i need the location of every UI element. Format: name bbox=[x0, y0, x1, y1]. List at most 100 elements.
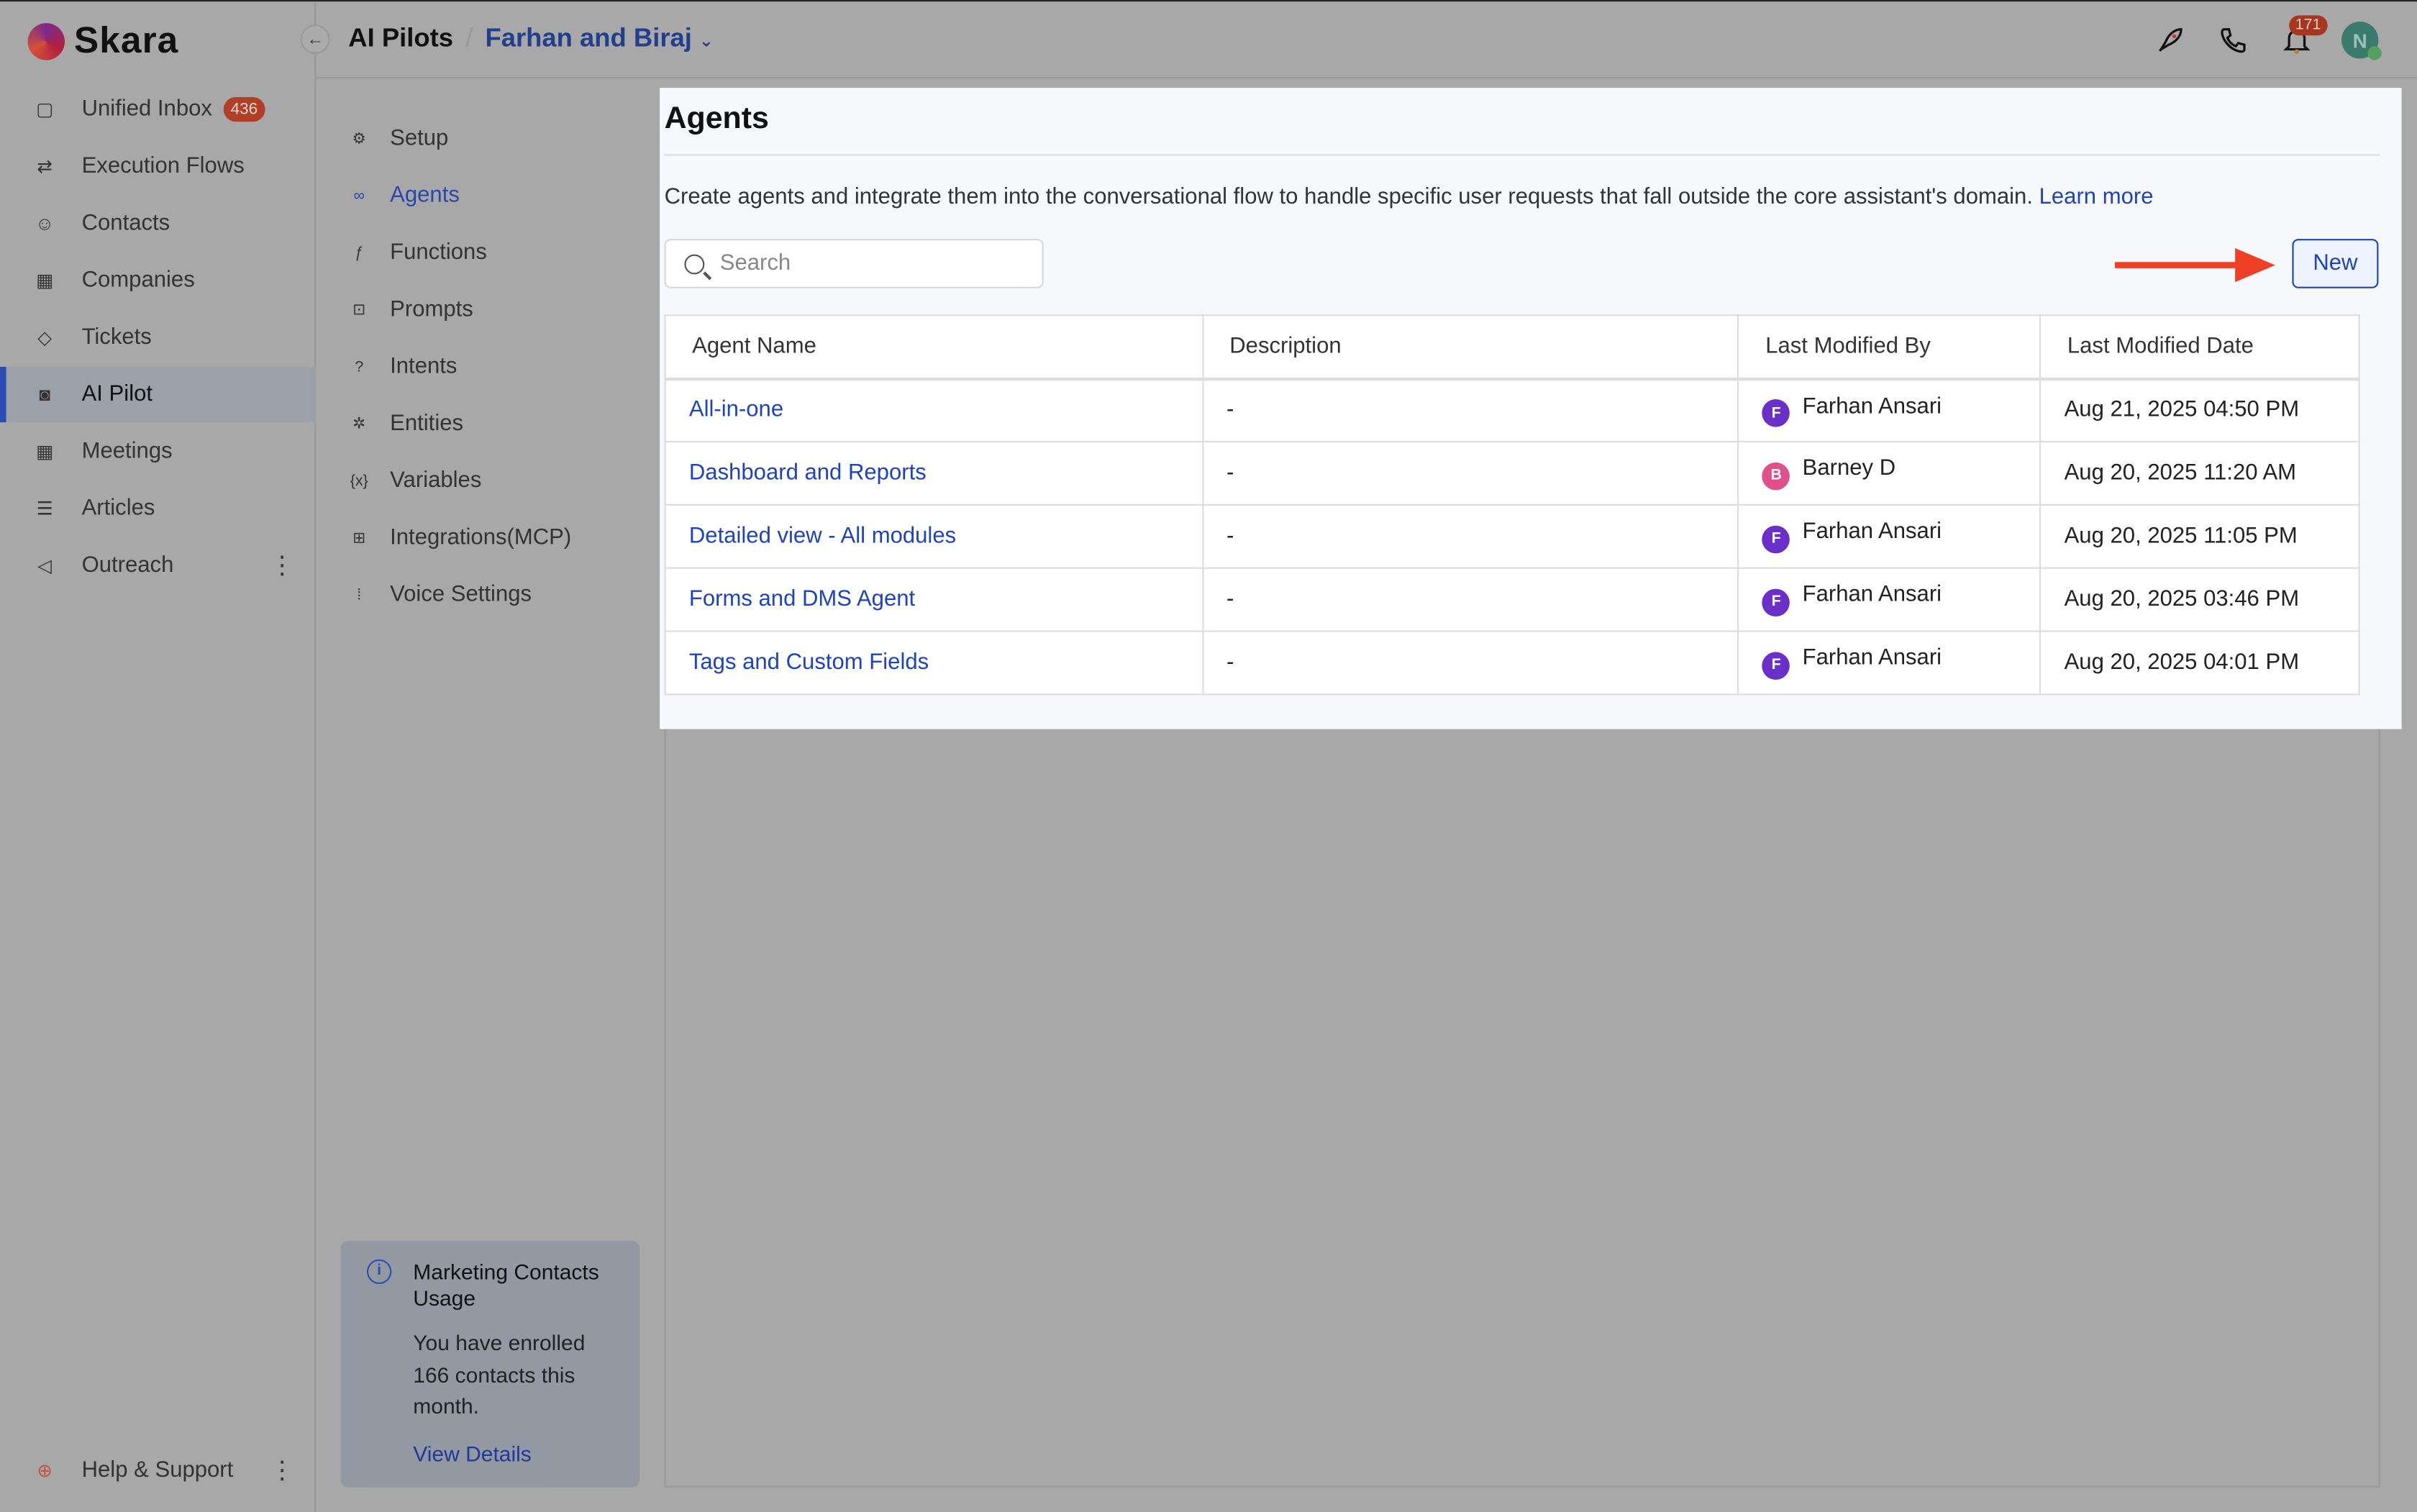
avatar: F bbox=[1762, 399, 1790, 427]
page-title: Agents bbox=[664, 101, 769, 136]
bot-icon: ◙ bbox=[39, 383, 50, 406]
subnav-item-entities[interactable]: ✲ Entities bbox=[347, 401, 463, 447]
modified-date-cell: Aug 20, 2025 11:20 AM bbox=[2039, 440, 2360, 506]
sidebar-item-unified-inbox[interactable]: ▢ Unified Inbox 436 bbox=[0, 82, 316, 137]
subnav-item-intents[interactable]: ? Intents bbox=[347, 344, 457, 390]
pilot-selector[interactable]: Farhan and Biraj ⌄ bbox=[485, 23, 714, 53]
chevron-down-icon: ⌄ bbox=[699, 32, 714, 51]
logo[interactable]: Skara bbox=[27, 20, 179, 63]
modified-by-cell: F Farhan Ansari bbox=[1737, 504, 2042, 569]
column-header[interactable]: Description bbox=[1201, 314, 1739, 381]
sidebar-item-contacts[interactable]: ☺ Contacts bbox=[0, 196, 316, 251]
marketing-usage-card: i Marketing Contacts Usage You have enro… bbox=[340, 1241, 640, 1488]
table-row[interactable]: Tags and Custom Fields - F Farhan Ansari … bbox=[664, 630, 2360, 696]
subnav-item-variables[interactable]: {x} Variables bbox=[347, 457, 482, 504]
search-input[interactable]: Search bbox=[664, 239, 1044, 288]
column-header[interactable]: Last Modified By bbox=[1737, 314, 2042, 381]
terminal-icon: ⊡ bbox=[352, 301, 366, 319]
view-details-link[interactable]: View Details bbox=[413, 1440, 532, 1465]
user-avatar[interactable]: N bbox=[2341, 22, 2382, 60]
breadcrumb-root[interactable]: AI Pilots bbox=[348, 23, 454, 53]
table-row[interactable]: All-in-one - F Farhan Ansari Aug 21, 2025… bbox=[664, 377, 2360, 442]
column-header[interactable]: Last Modified Date bbox=[2039, 314, 2360, 381]
agent-name-link[interactable]: All-in-one bbox=[688, 398, 784, 423]
agents-panel: Agents Create agents and integrate them … bbox=[660, 88, 2402, 729]
annotation-arrow bbox=[2115, 248, 2275, 283]
flows-icon: ⇄ bbox=[37, 155, 53, 178]
subnav-item-setup[interactable]: ⚙ Setup bbox=[347, 116, 449, 162]
subnav-item-agents[interactable]: ∞ Agents bbox=[347, 173, 460, 219]
sidebar-item-companies[interactable]: ▦ Companies bbox=[0, 252, 316, 308]
table-row[interactable]: Dashboard and Reports - B Barney D Aug 20… bbox=[664, 440, 2360, 506]
variable-icon: {x} bbox=[350, 472, 368, 490]
agent-icon: ∞ bbox=[353, 187, 365, 204]
rocket-icon[interactable] bbox=[2155, 24, 2186, 55]
collapse-sidebar-button[interactable]: ← bbox=[300, 24, 330, 54]
more-icon[interactable]: ⋮ bbox=[270, 553, 295, 580]
article-icon: ☰ bbox=[36, 498, 53, 520]
notification-badge: 171 bbox=[2289, 15, 2328, 36]
phone-icon[interactable] bbox=[2218, 24, 2249, 55]
agent-name-link[interactable]: Detailed view - All modules bbox=[688, 524, 957, 549]
breadcrumb: AI Pilots / Farhan and Biraj ⌄ bbox=[348, 23, 714, 54]
integrations-icon: ⊞ bbox=[352, 529, 366, 547]
description-cell: - bbox=[1201, 440, 1739, 506]
subnav-item-voice-settings[interactable]: ⁞ Voice Settings bbox=[347, 572, 532, 618]
modified-date-cell: Aug 20, 2025 03:46 PM bbox=[2039, 567, 2360, 632]
calendar-icon: ▦ bbox=[35, 440, 54, 463]
atom-icon: ✲ bbox=[352, 415, 366, 433]
subnav-item-integrations-mcp-[interactable]: ⊞ Integrations(MCP) bbox=[347, 515, 571, 561]
agent-name-link[interactable]: Forms and DMS Agent bbox=[688, 587, 916, 612]
agent-name-link[interactable]: Dashboard and Reports bbox=[688, 460, 927, 486]
megaphone-icon: ◁ bbox=[37, 555, 53, 577]
content-area bbox=[664, 729, 2380, 1488]
user-icon: ☺ bbox=[35, 212, 55, 234]
modified-date-cell: Aug 20, 2025 11:05 PM bbox=[2039, 504, 2360, 569]
sidebar bbox=[0, 1, 317, 1512]
voice-icon: ⁞ bbox=[357, 586, 362, 604]
table-row[interactable]: Detailed view - All modules - F Farhan An… bbox=[664, 504, 2360, 569]
modified-date-cell: Aug 20, 2025 04:01 PM bbox=[2039, 630, 2360, 696]
description-cell: - bbox=[1201, 567, 1739, 632]
chat-question-icon: ? bbox=[355, 358, 364, 375]
table-row[interactable]: Forms and DMS Agent - F Farhan Ansari Aug… bbox=[664, 567, 2360, 632]
sidebar-item-outreach[interactable]: ◁ Outreach ⋮ bbox=[0, 538, 316, 593]
lifebuoy-icon: ⊕ bbox=[37, 1459, 53, 1482]
sidebar-item-articles[interactable]: ☰ Articles bbox=[0, 481, 316, 537]
description-cell: - bbox=[1201, 377, 1739, 442]
modified-date-cell: Aug 21, 2025 04:50 PM bbox=[2039, 377, 2360, 442]
subnav-item-functions[interactable]: ƒ Functions bbox=[347, 229, 487, 275]
function-icon: ƒ bbox=[355, 244, 364, 262]
top-bar bbox=[316, 1, 2417, 79]
avatar: F bbox=[1762, 588, 1790, 616]
modified-by-cell: F Farhan Ansari bbox=[1737, 567, 2042, 632]
modified-by-cell: F Farhan Ansari bbox=[1737, 630, 2042, 696]
sidebar-item-meetings[interactable]: ▦ Meetings bbox=[0, 424, 316, 479]
modified-by-cell: B Barney D bbox=[1737, 440, 2042, 506]
info-icon: i bbox=[366, 1259, 392, 1284]
online-status bbox=[2367, 46, 2382, 60]
modified-by-cell: F Farhan Ansari bbox=[1737, 377, 2042, 442]
sidebar-item-tickets[interactable]: ◇ Tickets bbox=[0, 310, 316, 365]
more-icon[interactable]: ⋮ bbox=[270, 1458, 295, 1485]
sidebar-item-execution-flows[interactable]: ⇄ Execution Flows bbox=[0, 139, 316, 194]
new-agent-button[interactable]: New bbox=[2292, 239, 2379, 288]
building-icon: ▦ bbox=[35, 270, 54, 291]
gear-icon: ⚙ bbox=[352, 130, 366, 147]
skara-logo-icon bbox=[27, 23, 65, 60]
description-cell: - bbox=[1201, 504, 1739, 569]
subnav-item-prompts[interactable]: ⊡ Prompts bbox=[347, 287, 473, 333]
avatar: F bbox=[1762, 651, 1790, 680]
sidebar-item-ai-pilot[interactable]: ◙ AI Pilot bbox=[0, 366, 317, 423]
column-header[interactable]: Agent Name bbox=[664, 314, 1203, 381]
unread-badge: 436 bbox=[222, 97, 265, 122]
avatar: B bbox=[1762, 462, 1790, 490]
description-cell: - bbox=[1201, 630, 1739, 696]
agent-name-link[interactable]: Tags and Custom Fields bbox=[688, 650, 929, 675]
inbox-icon: ▢ bbox=[35, 99, 54, 121]
learn-more-link[interactable]: Learn more bbox=[2039, 185, 2154, 210]
avatar: F bbox=[1762, 525, 1790, 553]
ticket-icon: ◇ bbox=[37, 327, 53, 349]
help-support[interactable]: ⊕ Help & Support ⋮ bbox=[0, 1443, 316, 1498]
agents-table: Agent Name Description Last Modified By Las… bbox=[664, 314, 2360, 696]
